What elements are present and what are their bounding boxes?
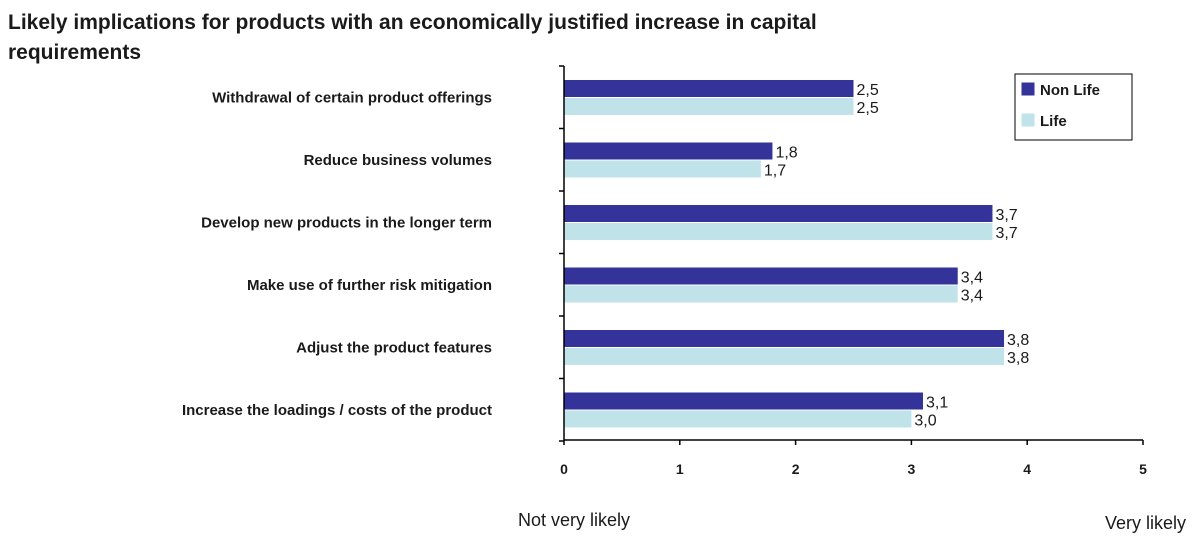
- x-tick-label: 2: [792, 461, 800, 477]
- bar-non-life: [564, 142, 773, 160]
- category-label: Increase the loadings / costs of the pro…: [182, 402, 492, 419]
- bar-life: [564, 285, 958, 303]
- chart-title: Likely implications for products with an…: [8, 11, 817, 64]
- category-label: Withdrawal of certain product offerings: [212, 90, 492, 107]
- category-label: Adjust the product features: [296, 340, 492, 357]
- scale-low-label: Not very likely: [518, 510, 630, 530]
- legend-swatch: [1021, 82, 1035, 96]
- category-label: Make use of further risk mitigation: [247, 277, 492, 294]
- data-label: 3,7: [995, 207, 1017, 224]
- data-label: 3,7: [995, 225, 1017, 242]
- legend-label: Non Life: [1040, 82, 1100, 99]
- x-tick-label: 0: [560, 461, 568, 477]
- bar-non-life: [564, 392, 923, 410]
- bars-layer: 2,52,5 Withdrawal of certain product offe…: [182, 80, 1029, 430]
- category-label: Reduce business volumes: [304, 152, 492, 169]
- x-tick-label: 1: [676, 461, 684, 477]
- data-label: 3,4: [961, 270, 983, 287]
- bar-life: [564, 160, 761, 178]
- scale-high-label: Very likely: [1105, 513, 1186, 533]
- bar-non-life: [564, 205, 993, 222]
- data-label: 3,0: [914, 413, 936, 430]
- data-label: 1,8: [775, 145, 797, 162]
- data-label: 3,4: [961, 288, 983, 305]
- data-label: 2,5: [857, 100, 879, 117]
- bar-non-life: [564, 330, 1005, 347]
- bar-life: [564, 223, 993, 240]
- x-tick-label: 3: [908, 461, 916, 477]
- axes-layer: 0 1 2 3 4 5: [559, 65, 1147, 477]
- data-label: 1,7: [764, 163, 786, 180]
- legend-swatch: [1021, 113, 1035, 127]
- data-label: 3,1: [926, 395, 948, 412]
- bar-non-life: [564, 267, 958, 285]
- x-tick-label: 4: [1023, 461, 1031, 477]
- legend: Non Life Life: [1014, 73, 1133, 141]
- category-label: Develop new products in the longer term: [201, 215, 492, 232]
- x-tick-label: 5: [1139, 461, 1147, 477]
- data-label: 3,8: [1007, 332, 1029, 349]
- legend-label: Life: [1040, 113, 1067, 130]
- bar-life: [564, 410, 912, 428]
- bar-life: [564, 98, 854, 115]
- data-label: 2,5: [857, 82, 879, 99]
- data-label: 3,8: [1007, 350, 1029, 367]
- bar-life: [564, 348, 1005, 365]
- bar-non-life: [564, 80, 854, 97]
